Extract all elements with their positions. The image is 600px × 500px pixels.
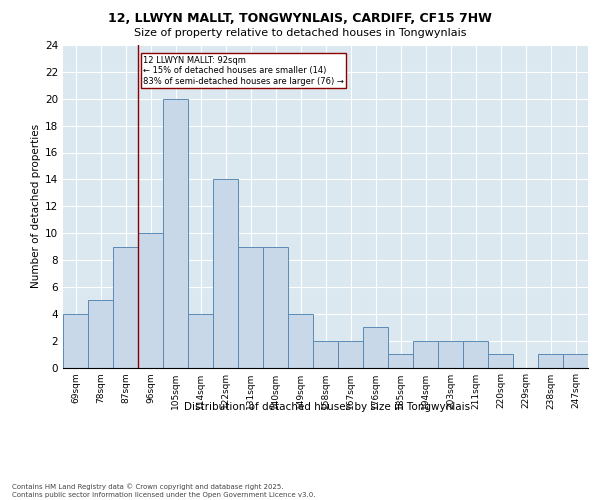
Y-axis label: Number of detached properties: Number of detached properties [31,124,41,288]
Bar [238,246,263,368]
Bar [213,180,238,368]
Bar [338,340,363,367]
Bar [388,354,413,368]
Text: Distribution of detached houses by size in Tongwynlais: Distribution of detached houses by size … [184,402,470,412]
Text: 12, LLWYN MALLT, TONGWYNLAIS, CARDIFF, CF15 7HW: 12, LLWYN MALLT, TONGWYNLAIS, CARDIFF, C… [108,12,492,26]
Bar [313,340,338,367]
Bar [363,327,388,368]
Bar [488,354,513,368]
Bar [113,246,138,368]
Text: Contains HM Land Registry data © Crown copyright and database right 2025.
Contai: Contains HM Land Registry data © Crown c… [12,484,316,498]
Bar [163,99,188,367]
Bar [463,340,488,367]
Bar [138,233,163,368]
Bar [563,354,588,368]
Text: Size of property relative to detached houses in Tongwynlais: Size of property relative to detached ho… [134,28,466,38]
Bar [538,354,563,368]
Bar [288,314,313,368]
Bar [188,314,213,368]
Bar [438,340,463,367]
Bar [63,314,88,368]
Bar [88,300,113,368]
Text: 12 LLWYN MALLT: 92sqm
← 15% of detached houses are smaller (14)
83% of semi-deta: 12 LLWYN MALLT: 92sqm ← 15% of detached … [143,56,344,86]
Bar [263,246,288,368]
Bar [413,340,438,367]
